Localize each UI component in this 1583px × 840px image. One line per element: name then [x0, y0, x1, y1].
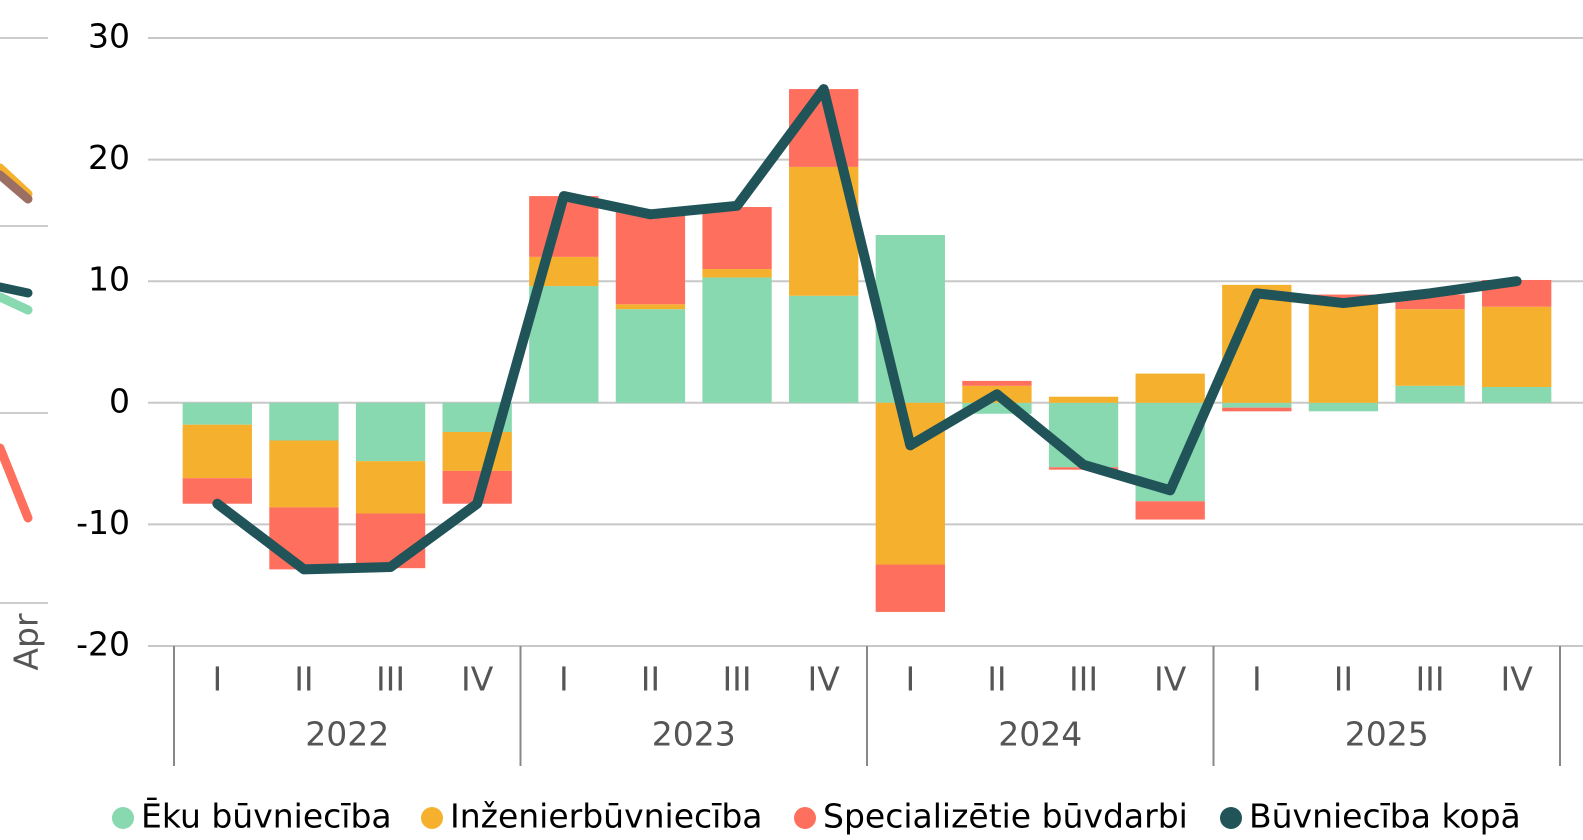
bar-segment — [442, 431, 512, 471]
bar-segment — [789, 295, 859, 403]
bar-segment — [269, 507, 339, 570]
bar-segment — [702, 277, 772, 403]
fragment-label: Apr — [7, 613, 46, 671]
x-tick-label: II — [641, 660, 660, 699]
fragment-line — [0, 170, 33, 204]
legend-marker — [421, 807, 443, 829]
bar-segment — [355, 461, 426, 514]
bar-segment — [1395, 385, 1465, 403]
legend-label: Būvniecība kopā — [1249, 797, 1521, 836]
bar-segment — [1222, 407, 1292, 412]
bar-segment — [615, 304, 686, 310]
bar-segment — [529, 286, 599, 403]
x-tick-label: II — [1334, 660, 1353, 699]
x-group-label: 2022 — [305, 715, 389, 754]
x-tick-label: III — [1069, 660, 1098, 699]
bar-segment — [355, 513, 426, 569]
total-line — [212, 84, 1522, 575]
x-group-label: 2025 — [1345, 715, 1429, 754]
bar-segment — [1048, 402, 1119, 468]
bar-segment — [1395, 309, 1465, 386]
y-tick-label: -10 — [76, 503, 130, 542]
bar-segment — [615, 211, 686, 305]
x-tick-label: IV — [1501, 660, 1534, 699]
x-group-label: 2023 — [652, 715, 736, 754]
x-group-label: 2024 — [998, 715, 1082, 754]
fragment-line — [0, 443, 33, 523]
x-tick-label: I — [1252, 660, 1262, 699]
x-tick-label: III — [376, 660, 405, 699]
bar-segment — [1222, 402, 1292, 408]
y-tick-label: 30 — [88, 17, 130, 56]
bar-segment — [702, 269, 772, 278]
x-tick-label: II — [294, 660, 313, 699]
fragment-line — [0, 292, 33, 315]
x-tick-label: I — [212, 660, 222, 699]
bar-segment — [702, 207, 772, 270]
x-tick-label: IV — [808, 660, 841, 699]
bar-segment — [269, 402, 339, 441]
bar-segment — [1482, 386, 1552, 403]
legend-label: Ēku būvniecība — [141, 797, 392, 836]
x-tick-label: III — [1415, 660, 1444, 699]
x-tick-label: I — [559, 660, 569, 699]
bar-segment — [1482, 306, 1552, 387]
bar-segment — [355, 402, 426, 462]
bar-segment — [875, 564, 945, 612]
bar-segment — [1308, 402, 1379, 412]
bar-segment — [182, 424, 252, 479]
y-tick-label: 20 — [88, 138, 130, 177]
fragment-line — [0, 282, 33, 298]
legend-marker — [794, 807, 816, 829]
x-tick-label: IV — [461, 660, 494, 699]
bar-segment — [182, 402, 252, 425]
left-fragment: Apr — [0, 37, 48, 671]
bar-segment — [1135, 501, 1205, 520]
legend-label: Specializētie būvdarbi — [823, 797, 1188, 836]
y-tick-label: 10 — [88, 260, 130, 299]
bar-segment — [269, 440, 339, 508]
legend-marker — [1220, 807, 1242, 829]
bar-segment — [615, 309, 686, 403]
x-tick-label: II — [987, 660, 1006, 699]
bar-segment — [962, 402, 1032, 414]
x-tick-label: I — [905, 660, 915, 699]
legend-label: Inženierbūvniecība — [450, 797, 763, 836]
y-tick-label: 0 — [109, 381, 130, 420]
bar-segment — [875, 234, 945, 403]
x-tick-label: III — [722, 660, 751, 699]
legend-marker — [112, 807, 134, 829]
y-tick-label: -20 — [76, 625, 130, 664]
bar-segment — [1048, 396, 1119, 403]
bar-segment — [962, 380, 1032, 386]
x-tick-label: IV — [1154, 660, 1187, 699]
bar-segment — [1135, 373, 1205, 403]
bar-segment — [1308, 303, 1379, 403]
